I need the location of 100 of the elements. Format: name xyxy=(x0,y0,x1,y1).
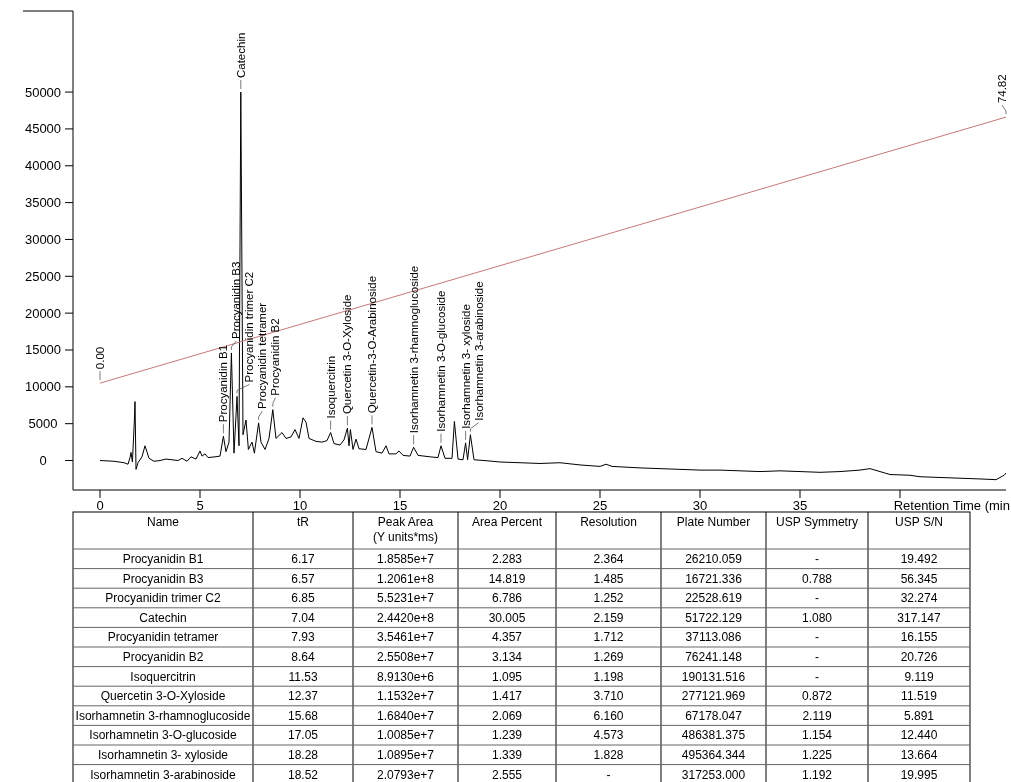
text: 19.492 xyxy=(900,552,938,566)
text: 2.555 xyxy=(491,767,523,782)
text: 190131.516 xyxy=(681,669,746,684)
annotation: Procyanidin B3 xyxy=(230,261,243,339)
annotation: Isorhamnetin 3-O-glucoside xyxy=(435,290,447,432)
text: 7.04 xyxy=(291,610,315,625)
text: 3.710 xyxy=(593,689,624,704)
text: Resolution xyxy=(580,515,637,529)
text: Procyanidin tetramer xyxy=(107,630,219,645)
text: 26210.059 xyxy=(685,552,743,566)
text: 8.64 xyxy=(291,650,315,664)
annotation: Quercetin-3-O-Arabinoside xyxy=(366,275,378,414)
text: 18.52 xyxy=(287,767,319,782)
annotation: 0.00 xyxy=(94,346,106,370)
text: Isorhamnetin 3-O-glucoside xyxy=(89,728,238,743)
annotation: Procyanidin tetramer xyxy=(256,302,269,409)
text: 1.828 xyxy=(593,748,624,762)
text: Plate Number xyxy=(676,515,751,529)
y-tick-label: 10000 xyxy=(24,379,62,395)
text: 16721.336 xyxy=(685,571,743,586)
text: 495364.344 xyxy=(681,748,746,762)
annotation: Isorhamnetin 3-arabinoside xyxy=(472,281,485,421)
text: 32.274 xyxy=(900,591,938,606)
text: Procyanidin B3 xyxy=(122,571,204,586)
text: - xyxy=(815,669,819,684)
annotation: Isoquercitrin xyxy=(324,355,337,419)
text: 1.712 xyxy=(593,630,624,645)
text: Procyanidin trimer C2 xyxy=(105,591,222,606)
x-tick-label: 10 xyxy=(292,498,308,513)
text: 14.819 xyxy=(488,571,526,586)
text: 1.2061e+8 xyxy=(376,571,435,586)
text: 11.519 xyxy=(901,689,938,704)
annotation: Isorhamnetin 3-rhamnoglucoside xyxy=(407,265,420,434)
text: 1.0085e+7 xyxy=(376,728,435,743)
annotation: Procyanidin B1 xyxy=(217,344,230,423)
text: 1.8585e+7 xyxy=(376,552,435,566)
text: 2.069 xyxy=(491,708,523,723)
text: 277121.969 xyxy=(681,689,746,704)
text: - xyxy=(606,767,611,782)
text: Procyanidin B1 xyxy=(122,552,204,566)
text: 1.485 xyxy=(593,571,624,586)
y-tick-label: 15000 xyxy=(24,342,62,358)
x-tick-label: 35 xyxy=(792,498,808,513)
text: 0.788 xyxy=(801,571,833,586)
y-tick-label: 45000 xyxy=(24,121,62,137)
text: 1.0895e+7 xyxy=(376,748,435,762)
text: 22528.619 xyxy=(685,591,743,606)
annotation: 74.82 xyxy=(996,74,1008,104)
text: 4.357 xyxy=(491,630,523,645)
text: 19.995 xyxy=(900,767,938,782)
text: 1.269 xyxy=(593,650,624,664)
text: 6.160 xyxy=(593,708,624,723)
text: 0.872 xyxy=(801,689,833,704)
text: 2.5508e+7 xyxy=(376,650,435,664)
text: 2.159 xyxy=(593,610,624,625)
text: - xyxy=(815,650,819,664)
text: 317.147 xyxy=(897,610,942,625)
x-tick-label: 20 xyxy=(492,498,508,513)
text: Peak Area (Y units*ms) xyxy=(372,515,439,544)
text: Isorhamnetin 3-rhamnoglucoside xyxy=(75,708,251,723)
text: 9.119 xyxy=(904,669,934,684)
text: 1.239 xyxy=(491,728,523,743)
x-tick-label: 30 xyxy=(692,498,708,513)
x-tick-label: 25 xyxy=(592,498,608,513)
y-tick-label: 30000 xyxy=(24,231,62,247)
y-tick-label: 20000 xyxy=(24,305,62,321)
y-tick-label: 25000 xyxy=(24,268,62,284)
text: 1.339 xyxy=(491,748,523,762)
annotation: Catechin xyxy=(234,32,247,79)
text: 56.345 xyxy=(900,571,938,586)
text: 1.154 xyxy=(801,728,833,743)
text: Catechin xyxy=(139,610,187,625)
text: 12.440 xyxy=(900,728,938,743)
annotation: Procyanidin B2 xyxy=(269,318,282,396)
text: 8.9130e+6 xyxy=(376,669,435,684)
text: Isoquercitrin xyxy=(130,669,196,684)
x-tick-label: 0 xyxy=(96,498,104,513)
annotation: Procyanidin trimer C2 xyxy=(243,271,256,383)
text: - xyxy=(815,552,819,566)
y-tick-label: 35000 xyxy=(24,195,62,211)
text: Isorhamnetin 3- xyloside xyxy=(97,748,229,762)
text: 1.192 xyxy=(801,767,833,782)
annotation: Isorhamnetin 3- xyloside xyxy=(459,304,472,429)
text: 2.119 xyxy=(802,708,832,723)
text: 1.252 xyxy=(593,591,624,606)
text: 1.080 xyxy=(801,610,833,625)
x-tick-label: 15 xyxy=(392,498,408,513)
x-tick-label: 5 xyxy=(196,498,204,513)
text: Quercetin 3-O-Xyloside xyxy=(100,689,226,704)
text: 30.005 xyxy=(488,610,526,625)
text: - xyxy=(815,630,819,645)
annotation: Quercetin 3-O-Xyloside xyxy=(341,294,354,415)
y-tick-label: 0 xyxy=(39,453,47,469)
y-tick-label: 50000 xyxy=(24,84,62,100)
text: Area Percent xyxy=(471,515,543,529)
text: 1.6840e+7 xyxy=(376,708,435,723)
text: 3.134 xyxy=(491,650,523,664)
y-tick-label: 5000 xyxy=(28,416,58,432)
text: tR xyxy=(297,515,310,529)
text: USP S/N xyxy=(895,515,943,529)
